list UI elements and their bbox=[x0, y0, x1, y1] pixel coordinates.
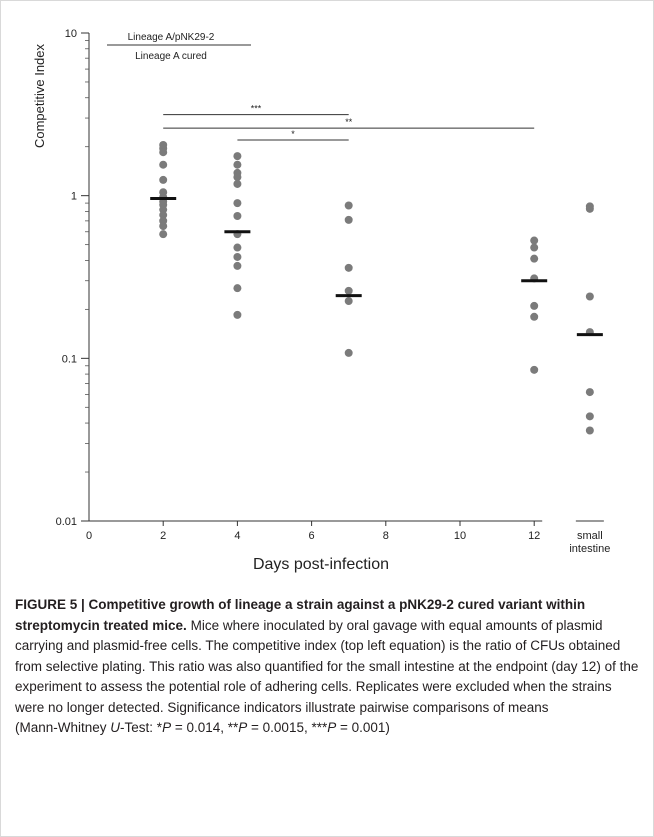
x-group-label-small-intestine: intestine bbox=[569, 543, 610, 555]
data-point bbox=[233, 243, 242, 252]
y-tick-label: 0.01 bbox=[56, 516, 77, 528]
data-point bbox=[159, 148, 168, 157]
data-point bbox=[585, 426, 594, 435]
significance-label: *** bbox=[251, 104, 262, 114]
caption-body: Mice where inoculated by oral gavage wit… bbox=[15, 617, 639, 715]
data-point bbox=[233, 179, 242, 188]
data-point bbox=[344, 348, 353, 357]
data-point bbox=[530, 301, 539, 310]
caption-p2-value: = 0.0015, bbox=[247, 720, 312, 735]
legend-denominator: Lineage A cured bbox=[135, 51, 207, 62]
data-point bbox=[344, 286, 353, 295]
caption-test-letter: U bbox=[110, 720, 121, 735]
data-point bbox=[530, 254, 539, 263]
data-point bbox=[159, 175, 168, 184]
caption-p3-letter: P bbox=[327, 720, 337, 735]
data-point bbox=[233, 199, 242, 208]
data-point bbox=[159, 211, 168, 220]
x-tick-label: 0 bbox=[86, 530, 92, 542]
y-axis-label: Competitive Index bbox=[32, 43, 47, 148]
x-tick-label: 4 bbox=[234, 530, 240, 542]
data-point bbox=[530, 365, 539, 374]
caption-heading: FIGURE 5 | Competitive growth of lineage… bbox=[15, 597, 586, 633]
x-axis-label: Days post-infection bbox=[253, 556, 389, 573]
figure-caption: FIGURE 5 | Competitive growth of lineage… bbox=[15, 595, 641, 739]
x-tick-label: 8 bbox=[383, 530, 389, 542]
significance-bars: ****** bbox=[163, 104, 535, 141]
mean-markers bbox=[150, 197, 603, 337]
data-point bbox=[585, 388, 594, 397]
data-point bbox=[159, 160, 168, 169]
data-point bbox=[585, 204, 594, 213]
data-point bbox=[344, 297, 353, 306]
data-point bbox=[159, 230, 168, 239]
data-point bbox=[530, 236, 539, 245]
legend-numerator: Lineage A/pNK29-2 bbox=[128, 32, 215, 43]
caption-p1-mark: * bbox=[156, 720, 163, 735]
data-point bbox=[344, 201, 353, 210]
data-point bbox=[530, 312, 539, 321]
legend-formula: Lineage A/pNK29-2 Lineage A cured bbox=[107, 32, 251, 62]
data-point bbox=[233, 261, 242, 270]
data-point bbox=[233, 160, 242, 169]
significance-label: * bbox=[291, 129, 295, 139]
caption-p3-value: = 0.001) bbox=[336, 720, 390, 735]
caption-p2-letter: P bbox=[238, 720, 248, 735]
data-point bbox=[585, 292, 594, 301]
caption-p3-mark: *** bbox=[311, 720, 328, 735]
y-tick-label: 10 bbox=[65, 28, 77, 40]
y-tick-label: 1 bbox=[71, 191, 77, 203]
caption-test-prefix: (Mann-Whitney bbox=[15, 720, 111, 735]
data-point bbox=[585, 412, 594, 421]
caption-test-suffix: -Test: bbox=[120, 720, 157, 735]
x-tick-label: 6 bbox=[309, 530, 315, 542]
y-tick-label: 0.1 bbox=[62, 353, 77, 365]
caption-p1-letter: P bbox=[162, 720, 172, 735]
caption-p1-value: = 0.014, bbox=[171, 720, 228, 735]
data-point bbox=[233, 310, 242, 319]
data-point bbox=[233, 173, 242, 182]
data-point bbox=[233, 211, 242, 220]
x-tick-label: 10 bbox=[454, 530, 466, 542]
data-points bbox=[159, 140, 594, 435]
data-point bbox=[159, 222, 168, 231]
x-tick-label: 2 bbox=[160, 530, 166, 542]
data-point bbox=[233, 284, 242, 293]
data-point bbox=[344, 263, 353, 272]
x-tick-label: 12 bbox=[528, 530, 540, 542]
data-point bbox=[233, 252, 242, 261]
caption-p2-mark: ** bbox=[227, 720, 239, 735]
data-point bbox=[233, 152, 242, 161]
data-point bbox=[530, 243, 539, 252]
data-point bbox=[344, 215, 353, 224]
x-group-label-small-intestine: small bbox=[577, 530, 603, 542]
significance-label: ** bbox=[345, 117, 353, 127]
